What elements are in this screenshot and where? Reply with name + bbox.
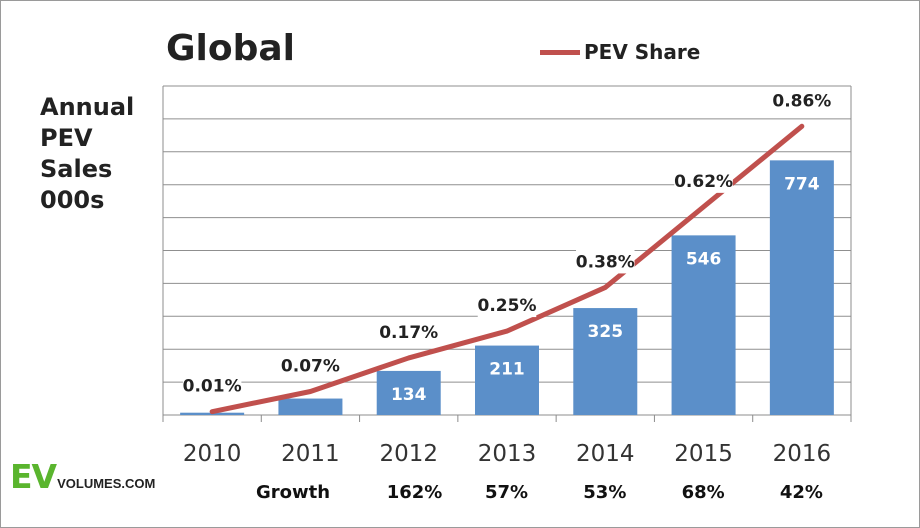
y-axis-label: Annual PEV Sales 000s (40, 92, 160, 216)
growth-value: 42% (779, 482, 823, 503)
x-tick-label: 2010 (183, 441, 242, 467)
logo-volumes-text: VOLUMES.COM (57, 476, 156, 491)
growth-value: 53% (583, 482, 627, 503)
bar (769, 160, 834, 415)
y-axis-label-line: PEV (40, 124, 93, 152)
y-axis-label-line: Sales (40, 155, 113, 183)
x-tick-label: 2011 (281, 441, 340, 467)
bar-value-label: 774 (784, 174, 820, 194)
growth-value: 68% (681, 482, 725, 503)
y-axis-label-line: 000s (40, 186, 105, 214)
growth-label: Growth (256, 482, 331, 503)
logo-ev-text: EV (10, 457, 57, 496)
bar-value-label: 134 (391, 385, 427, 405)
legend-label: PEV Share (584, 40, 701, 64)
growth-value: 57% (485, 482, 529, 503)
x-tick-label: 2016 (773, 441, 832, 467)
legend-swatch (540, 49, 580, 55)
chart-title: Global (166, 28, 296, 69)
share-value-label: 0.01% (183, 377, 242, 397)
x-tick-label: 2013 (478, 441, 537, 467)
share-label-bg (182, 373, 242, 398)
bar (671, 235, 736, 415)
y-axis-label-line: Annual (40, 93, 135, 121)
share-value-label: 0.07% (281, 357, 340, 377)
x-tick-label: 2015 (674, 441, 733, 467)
bar-value-label: 546 (686, 249, 722, 269)
share-value-label: 0.25% (478, 296, 537, 316)
bar (573, 308, 638, 415)
bar (376, 370, 441, 415)
share-label-bg (576, 249, 635, 274)
share-value-label: 0.86% (772, 91, 831, 111)
share-value-label: 0.17% (379, 323, 438, 343)
x-tick-label: 2012 (379, 441, 438, 467)
share-label-bg (379, 319, 438, 344)
legend: PEV Share (540, 40, 700, 64)
bar-value-label: 211 (489, 360, 525, 380)
share-label-bg (281, 353, 340, 378)
evvolumes-logo: EV VOLUMES.COM (10, 457, 156, 496)
bar (475, 345, 539, 415)
share-value-label: 0.62% (674, 172, 733, 192)
share-value-label: 0.38% (576, 252, 635, 272)
share-label-bg (674, 168, 733, 193)
growth-value: 162% (386, 482, 443, 503)
bar (278, 398, 343, 415)
share-label-bg (772, 88, 832, 113)
bar-value-label: 325 (588, 322, 624, 342)
share-label-bg (477, 293, 537, 318)
x-tick-label: 2014 (576, 441, 635, 467)
share-line (209, 123, 805, 415)
